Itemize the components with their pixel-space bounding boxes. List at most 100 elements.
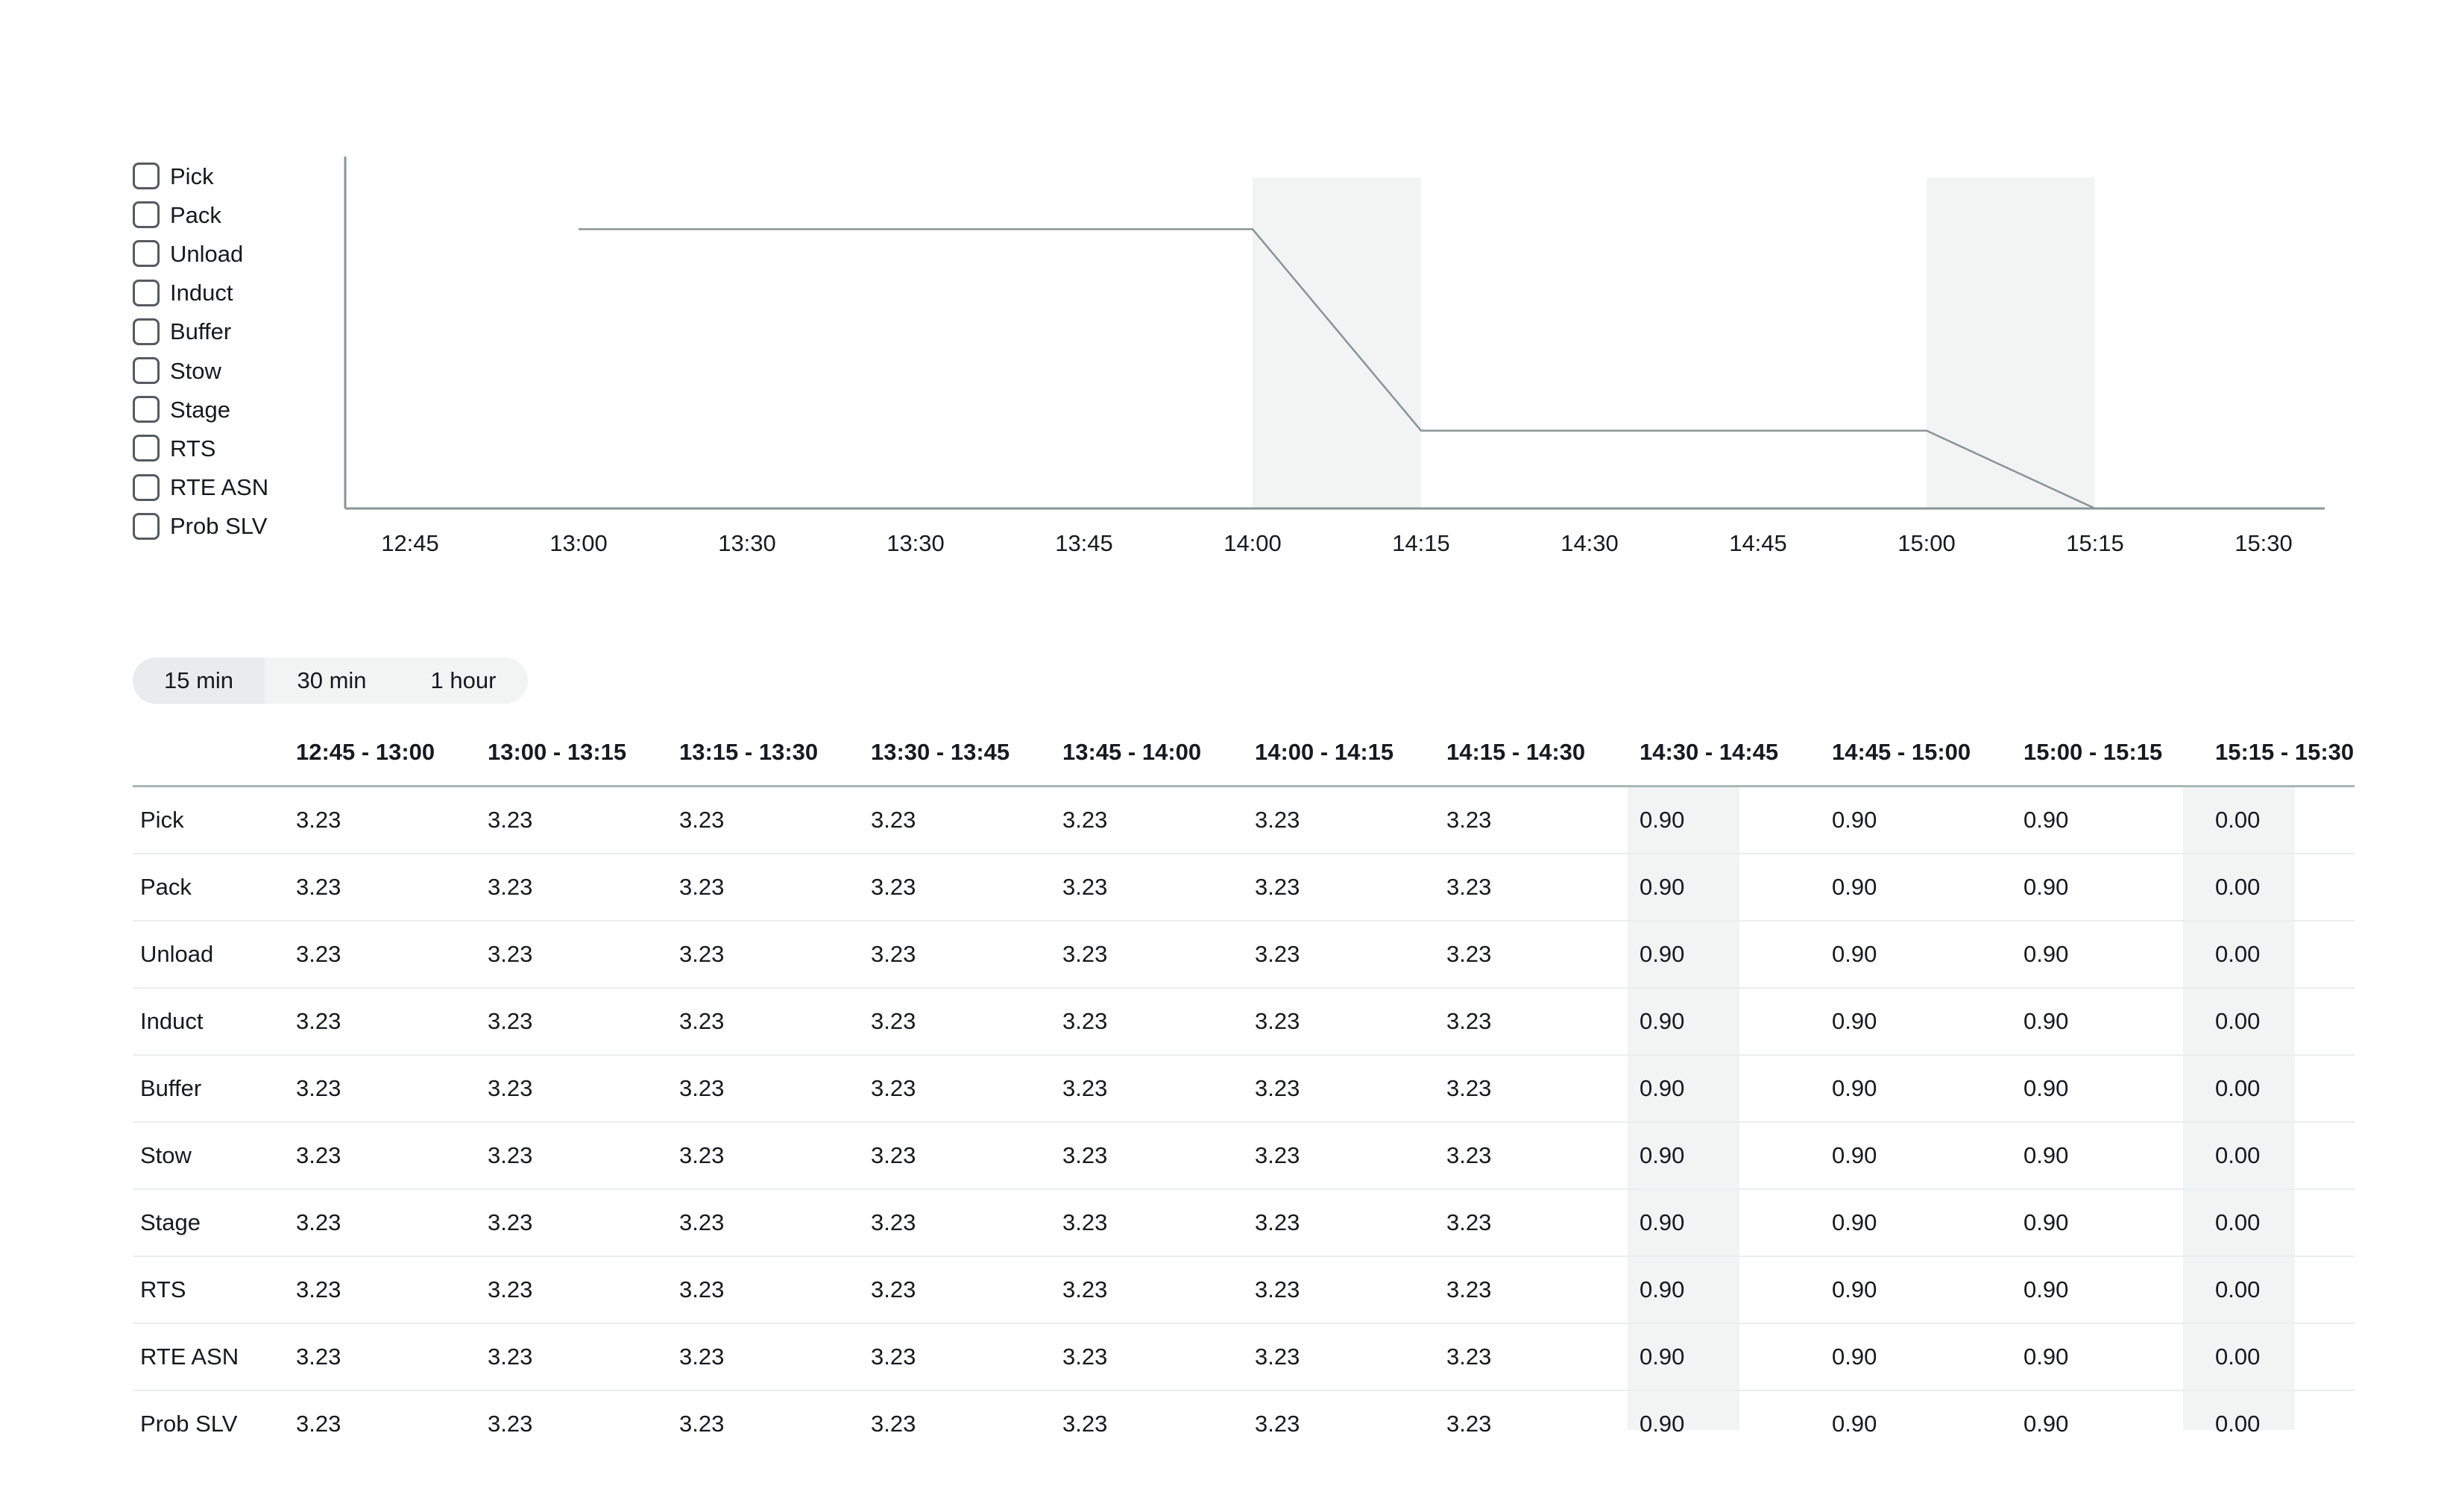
x-tick-label: 13:30 — [886, 530, 945, 556]
legend-item-prob-slv[interactable]: Prob SLV — [133, 507, 268, 546]
table-cell: 3.23 — [488, 1075, 533, 1101]
table-cell: 0.90 — [2023, 1075, 2069, 1101]
table-cell: 3.23 — [871, 1075, 916, 1101]
table-cell: 3.23 — [1255, 807, 1300, 833]
table-row: Prob SLV 3.23 3.23 3.23 3.23 3.23 3.23 3.23 0.90… — [133, 1391, 2355, 1457]
table-cell: 3.23 — [296, 1209, 341, 1235]
table-cell: 0.90 — [2023, 874, 2069, 900]
x-tick-label: 12:45 — [381, 530, 439, 556]
granularity-selector: 15 min 30 min 1 hour — [133, 658, 528, 704]
table-cell: 3.23 — [1446, 874, 1492, 900]
legend-label: Unload — [170, 240, 244, 267]
table-cell: 3.23 — [1446, 941, 1492, 967]
x-tick-label: 13:45 — [1055, 530, 1113, 556]
series-line — [579, 228, 2096, 510]
legend-item-rts[interactable]: RTS — [133, 429, 268, 467]
table-cell: 0.90 — [2023, 1411, 2069, 1437]
table-cell: 3.23 — [296, 1075, 341, 1101]
table-cell: 3.23 — [1446, 1142, 1492, 1168]
legend-checkbox[interactable] — [133, 318, 160, 345]
table-cell: 0.00 — [2215, 1276, 2261, 1302]
table-cell: 3.23 — [488, 1008, 533, 1034]
legend-item-unload[interactable]: Unload — [133, 234, 268, 273]
granularity-option-30-min[interactable]: 30 min — [297, 667, 367, 693]
table-cell: 3.23 — [1062, 1075, 1108, 1101]
legend-checkbox[interactable] — [133, 163, 160, 190]
x-tick-label: 14:00 — [1223, 530, 1282, 556]
x-tick-label: 14:15 — [1392, 530, 1450, 556]
table-row: Pack 3.23 3.23 3.23 3.23 3.23 3.23 3.23 0.90 0.90… — [133, 854, 2355, 922]
legend-checkbox[interactable] — [133, 279, 160, 306]
table-body: Pick 3.23 3.23 3.23 3.23 3.23 3.23 3.23 0.90 0.90… — [133, 787, 2355, 1457]
legend-checkbox[interactable] — [133, 240, 160, 268]
table-cell: 0.00 — [2215, 807, 2261, 833]
legend-checkbox[interactable] — [133, 473, 160, 501]
legend-label: Stow — [170, 357, 221, 384]
legend-checkbox[interactable] — [133, 396, 160, 423]
table-cell: 0.00 — [2215, 1344, 2261, 1370]
table-row: Buffer 3.23 3.23 3.23 3.23 3.23 3.23 3.23 0.90 0.… — [133, 1056, 2355, 1123]
column-header: 13:45 - 14:00 — [1062, 738, 1202, 765]
table-cell: 3.23 — [296, 1411, 341, 1437]
table-cell: 3.23 — [1446, 1209, 1492, 1235]
table-cell: 0.90 — [1832, 1276, 1877, 1302]
table-cell: 0.90 — [1832, 1142, 1877, 1168]
granularity-option-15-min[interactable]: 15 min — [133, 658, 265, 704]
table-cell: 3.23 — [1446, 1344, 1492, 1370]
table-row: Unload 3.23 3.23 3.23 3.23 3.23 3.23 3.23 0.90 0.… — [133, 922, 2355, 989]
row-label: Induct — [140, 1008, 204, 1034]
table-cell: 3.23 — [1062, 941, 1108, 967]
table-cell: 0.90 — [2023, 1142, 2069, 1168]
legend-label: RTE ASN — [170, 474, 269, 501]
table-cell: 0.90 — [2023, 1344, 2069, 1370]
table-cell: 3.23 — [871, 1209, 916, 1235]
table-cell: 3.23 — [488, 941, 533, 967]
table-cell: 0.90 — [1640, 941, 1685, 967]
legend-item-pick[interactable]: Pick — [133, 157, 268, 195]
highlight-band — [1927, 177, 2095, 508]
column-header: 14:45 - 15:00 — [1832, 738, 1971, 765]
table-cell: 3.23 — [871, 1411, 916, 1437]
x-tick-label: 14:30 — [1560, 530, 1619, 556]
legend-item-induct[interactable]: Induct — [133, 274, 268, 312]
table-cell: 3.23 — [488, 1411, 533, 1437]
legend-item-buffer[interactable]: Buffer — [133, 312, 268, 351]
table-cell: 3.23 — [871, 1344, 916, 1370]
table-cell: 3.23 — [1446, 807, 1492, 833]
table-cell: 0.90 — [1640, 1276, 1685, 1302]
table-cell: 0.00 — [2215, 1075, 2261, 1101]
legend-item-stow[interactable]: Stow — [133, 351, 268, 390]
table-cell: 3.23 — [679, 941, 725, 967]
legend-item-pack[interactable]: Pack — [133, 195, 268, 234]
row-label: Pack — [140, 874, 192, 900]
legend-label: Prob SLV — [170, 513, 268, 540]
x-tick-label: 13:00 — [549, 530, 608, 556]
legend-item-stage[interactable]: Stage — [133, 390, 268, 429]
legend-checkbox[interactable] — [133, 512, 160, 540]
table-cell: 3.23 — [296, 941, 341, 967]
line-chart: 12:45 13:00 13:30 13:30 13:45 14:00 14:15 14:30… — [344, 157, 2325, 556]
series-legend: Pick Pack Unload Induct Buffer Stow Stage RTS RT… — [133, 157, 268, 546]
table-cell: 3.23 — [679, 1276, 725, 1302]
table-row: Induct 3.23 3.23 3.23 3.23 3.23 3.23 3.23 0.90 0.… — [133, 989, 2355, 1056]
table-cell: 3.23 — [1062, 807, 1108, 833]
legend-checkbox[interactable] — [133, 435, 160, 462]
table-cell: 3.23 — [1062, 1008, 1108, 1034]
legend-checkbox[interactable] — [133, 357, 160, 385]
legend-checkbox[interactable] — [133, 201, 160, 229]
table-cell: 3.23 — [871, 1142, 916, 1168]
column-header: 13:00 - 13:15 — [488, 738, 627, 765]
table-cell: 3.23 — [1255, 1075, 1300, 1101]
data-table: 12:45 - 13:00 13:00 - 13:15 13:15 - 13:30 1… — [133, 719, 2355, 1457]
table-cell: 3.23 — [871, 807, 916, 833]
table-cell: 0.90 — [1832, 1411, 1877, 1437]
table-cell: 3.23 — [679, 1411, 725, 1437]
column-header: 12:45 - 13:00 — [296, 738, 435, 765]
granularity-option-1-hour[interactable]: 1 hour — [430, 667, 497, 693]
table-cell: 3.23 — [871, 874, 916, 900]
table-cell: 3.23 — [296, 1276, 341, 1302]
row-label: Unload — [140, 941, 214, 967]
table-cell: 3.23 — [296, 807, 341, 833]
legend-item-rte-asn[interactable]: RTE ASN — [133, 468, 268, 507]
column-header: 15:00 - 15:15 — [2023, 738, 2163, 765]
